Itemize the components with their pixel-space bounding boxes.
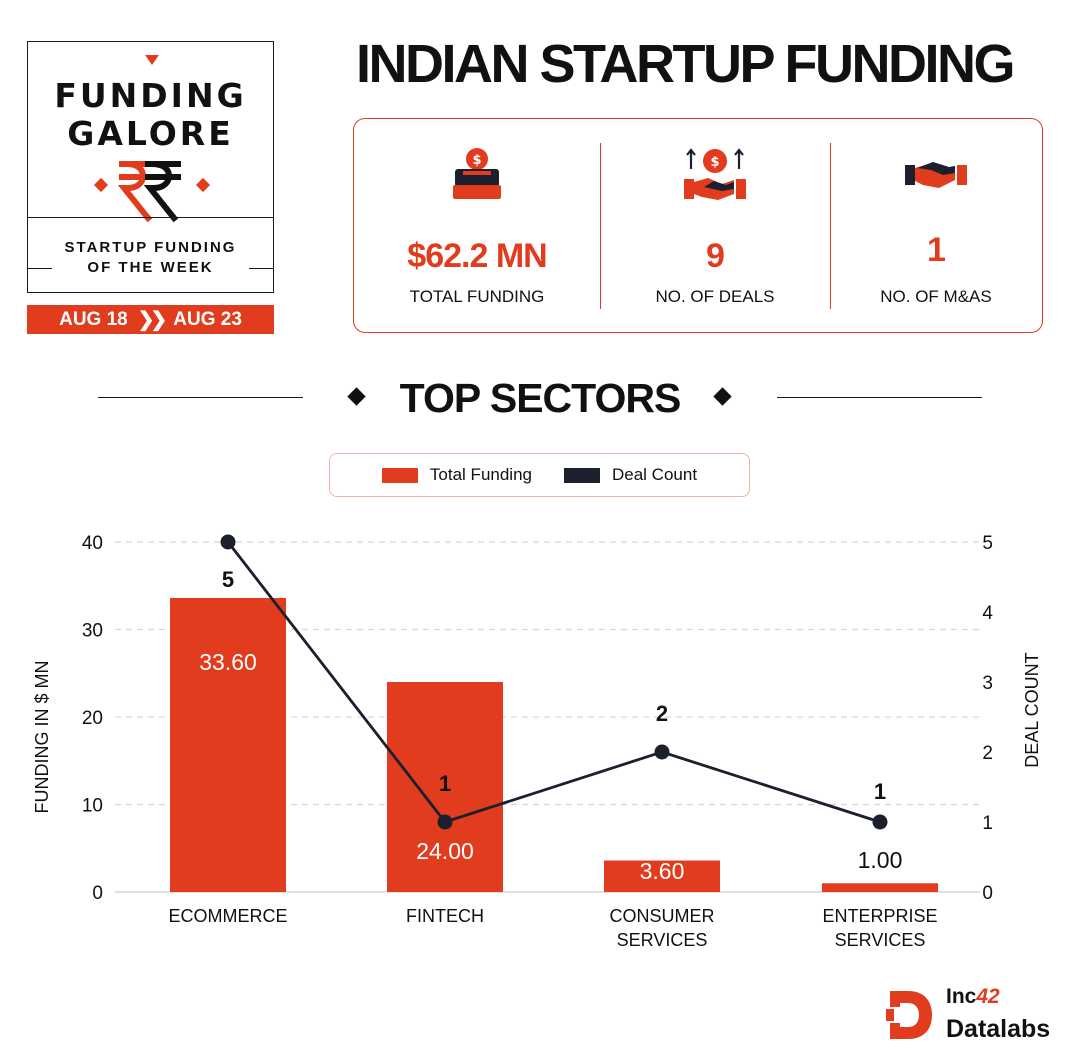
stat-divider — [830, 143, 831, 309]
bar-value-label: 1.00 — [858, 847, 903, 873]
chart-legend: Total Funding Deal Count — [329, 453, 750, 497]
logo-line1: Inc42 — [946, 985, 1000, 1009]
y-axis-label: FUNDING IN $ MN — [32, 661, 52, 814]
y-tick-label: 40 — [82, 533, 103, 554]
badge-subtitle-right-rule — [249, 268, 273, 269]
x-tick-label: ECOMMERCE — [168, 906, 287, 926]
y-right-tick-label: 3 — [982, 673, 993, 694]
stat-divider — [600, 143, 601, 309]
badge-notch-icon — [145, 55, 159, 65]
legend-label: Total Funding — [429, 465, 532, 484]
y-right-tick-label: 5 — [982, 533, 993, 554]
x-tick-label: SERVICES — [617, 930, 708, 950]
bar-value-label: 3.60 — [640, 858, 685, 884]
svg-text:$: $ — [710, 155, 719, 170]
bar — [170, 598, 286, 892]
badge-subtitle-line2: OF THE WEEK — [87, 259, 214, 276]
funding-galore-badge: FUNDING GALORE STARTUP FUNDING OF THE WE… — [27, 41, 274, 293]
y-tick-label: 0 — [92, 883, 103, 904]
page-title: INDIAN STARTUP FUNDING — [356, 34, 1016, 94]
deal-count-point — [654, 744, 670, 760]
deal-count-label: 2 — [656, 701, 668, 726]
stat-mergers: 1 NO. OF M&AS — [830, 119, 1042, 332]
deal-count-point — [437, 814, 453, 830]
x-tick-label: CONSUMER — [609, 906, 714, 926]
y-right-tick-label: 2 — [982, 743, 993, 764]
stat-total-funding: $ $62.2 MN TOTAL FUNDING — [354, 119, 600, 332]
stat-value: 1 — [927, 231, 946, 269]
y-right-axis-label: DEAL COUNT — [1022, 652, 1042, 767]
y-right-tick-label: 4 — [982, 603, 993, 624]
legend-swatch-deals — [564, 467, 600, 483]
legend-item-deals: Deal Count — [564, 465, 697, 485]
badge-subtitle-line1: STARTUP FUNDING — [64, 239, 237, 256]
x-tick-label: ENTERPRISE — [822, 906, 937, 926]
sector-funding-chart: 0 10 20 30 40 0 1 2 3 4 5 FUNDING IN $ MN DEAL COUNT… — [32, 533, 1042, 950]
date-start: AUG 18 — [59, 308, 128, 330]
stat-value: $62.2 MN — [407, 237, 547, 275]
badge-divider — [28, 217, 273, 218]
stats-card: $ $62.2 MN TOTAL FUNDING $ 9 NO. OF DEAL… — [353, 118, 1043, 333]
badge-subtitle-left-rule — [28, 268, 52, 269]
double-chevron-icon: ❯❯ — [137, 309, 167, 331]
badge-title-line1: FUNDING — [54, 76, 247, 115]
logo-42: 42 — [976, 985, 1000, 1008]
logo-line2: Datalabs — [946, 1015, 1051, 1043]
bar — [387, 682, 503, 892]
bar — [604, 860, 720, 892]
stat-label: NO. OF M&AS — [880, 287, 992, 306]
bar-value-label: 33.60 — [199, 649, 257, 675]
stat-deals: $ 9 NO. OF DEALS — [600, 119, 830, 332]
deal-count-label: 1 — [874, 779, 886, 804]
y-tick-label: 10 — [82, 796, 103, 817]
y-tick-label: 30 — [82, 621, 103, 642]
deal-count-label: 1 — [439, 771, 451, 796]
bar-value-label: 24.00 — [416, 838, 474, 864]
y-tick-label: 20 — [82, 708, 103, 729]
y-right-tick-label: 0 — [982, 883, 993, 904]
bar — [822, 883, 938, 892]
x-tick-label: FINTECH — [406, 906, 484, 926]
deal-count-point — [220, 534, 236, 550]
badge-title-line2: GALORE — [67, 114, 234, 153]
deal-count-line — [226, 541, 881, 824]
legend-swatch-funding — [381, 467, 418, 483]
section-title: TOP SECTORS — [399, 375, 682, 421]
y-right-tick-label: 1 — [982, 813, 993, 834]
stat-label: TOTAL FUNDING — [409, 287, 545, 306]
handshake-dollar-icon: $ — [684, 148, 746, 200]
section-rule-right — [777, 397, 982, 398]
inc42-datalabs-logo: Inc42 Datalabs — [884, 985, 1064, 1045]
deal-count-label: 5 — [222, 567, 234, 592]
date-end: AUG 23 — [173, 308, 242, 330]
stat-value: 9 — [706, 237, 725, 275]
datalabs-logo-icon — [884, 991, 932, 1039]
handshake-icon — [905, 162, 967, 188]
x-tick-label: SERVICES — [835, 930, 926, 950]
section-rule-left — [98, 397, 303, 398]
logo-inc: Inc — [946, 985, 977, 1008]
legend-item-funding: Total Funding — [381, 465, 532, 485]
rupee-icon — [93, 160, 211, 223]
date-range-bar: AUG 18 ❯❯ AUG 23 — [27, 305, 274, 334]
money-box-icon: $ — [453, 148, 501, 199]
legend-label: Deal Count — [612, 465, 698, 484]
svg-text:$: $ — [472, 153, 481, 168]
deal-count-point — [872, 814, 888, 830]
stat-label: NO. OF DEALS — [655, 287, 775, 306]
